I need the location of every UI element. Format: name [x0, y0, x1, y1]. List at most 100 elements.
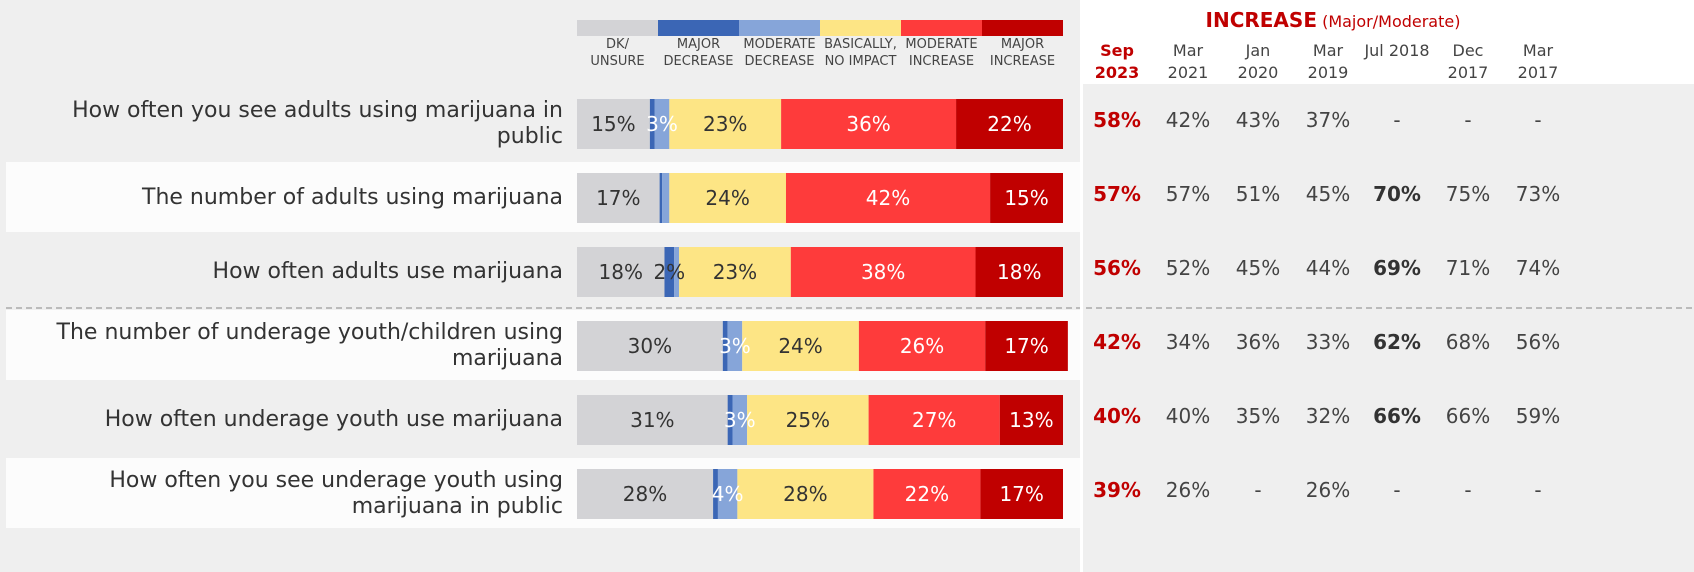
bar-segment: [747, 395, 869, 445]
bar-segment: [717, 469, 738, 519]
bar-segment: [722, 321, 728, 371]
bar-segment: [785, 173, 991, 223]
legend-label: BASICALLY, NO IMPACT: [824, 37, 897, 69]
bar-segment: [868, 395, 1000, 445]
bar-segment: [990, 173, 1063, 223]
bar-segment: [742, 321, 859, 371]
row-label: The number of adults using marijuana: [142, 185, 563, 210]
bar-segment: [790, 247, 976, 297]
row-label: The number of underage youth/children us…: [56, 320, 563, 371]
bar-segment: [732, 395, 748, 445]
row-label: How often you see underage youth using m…: [109, 468, 563, 519]
table-cell: 56%: [1515, 330, 1561, 354]
bar-segment: [662, 173, 670, 223]
table-cell: 66%: [1445, 404, 1491, 428]
bar-segment: [679, 247, 791, 297]
table-cell: 68%: [1445, 330, 1491, 354]
row-label: How often adults use marijuana: [212, 259, 563, 284]
table-cell: 44%: [1305, 256, 1351, 280]
value-label: 3%: [719, 334, 751, 358]
bar-segment: [727, 321, 743, 371]
table-cell: 42%: [1165, 108, 1211, 132]
value-label: 15%: [591, 112, 636, 136]
value-label: 18%: [997, 260, 1042, 284]
value-label: 3%: [723, 408, 756, 432]
bar-segment: [999, 395, 1063, 445]
value-label: 17%: [596, 186, 641, 210]
table-cell: 57%: [1165, 182, 1211, 206]
table-cell: 51%: [1235, 182, 1281, 206]
table-cell: 34%: [1165, 330, 1211, 354]
legend-swatch: [901, 20, 982, 36]
table-cell: 45%: [1305, 182, 1351, 206]
value-label: 38%: [860, 260, 906, 284]
table-cell: 32%: [1305, 404, 1351, 428]
value-label: 31%: [630, 408, 675, 432]
table-cell: 73%: [1515, 182, 1561, 206]
value-label: 30%: [627, 334, 673, 358]
bar-segment: [577, 99, 650, 149]
legend-swatch: [739, 20, 820, 36]
table-cell: 45%: [1235, 256, 1281, 280]
table-cell: 39%: [1093, 478, 1141, 502]
table-cell: -: [1534, 478, 1542, 502]
value-label: 28%: [622, 482, 668, 506]
table-cell: 42%: [1093, 330, 1141, 354]
table-cell: 70%: [1373, 182, 1421, 206]
bar-segment: [980, 469, 1063, 519]
value-label: 18%: [598, 260, 643, 284]
table-cell: 36%: [1235, 330, 1281, 354]
column-header: Mar 2021: [1167, 41, 1209, 82]
table-cell: 75%: [1445, 182, 1491, 206]
bar-segment: [873, 469, 981, 519]
table-cell: 26%: [1165, 478, 1211, 502]
table-cell: 58%: [1093, 108, 1141, 132]
table-cell: 66%: [1373, 404, 1421, 428]
legend-swatch: [577, 20, 658, 36]
value-label: 26%: [899, 334, 945, 358]
table-cell: 26%: [1305, 478, 1351, 502]
table-cell: -: [1393, 478, 1401, 502]
column-header: Mar 2019: [1307, 41, 1349, 82]
value-label: 13%: [1009, 408, 1054, 432]
legend-label: MODERATE DECREASE: [743, 37, 816, 69]
value-label: 22%: [987, 112, 1032, 136]
bar-segment: [674, 247, 680, 297]
table-cell: 59%: [1515, 404, 1561, 428]
table-cell: 52%: [1165, 256, 1211, 280]
table-cell: 56%: [1093, 256, 1141, 280]
bar-segment: [781, 99, 957, 149]
column-header: Jan 2020: [1237, 41, 1279, 82]
bar-segment: [737, 469, 874, 519]
value-label: 2%: [653, 260, 686, 284]
table-cell: -: [1464, 108, 1472, 132]
legend-label: MODERATE INCREASE: [905, 37, 978, 69]
table-heading: INCREASE (Major/Moderate): [1083, 8, 1583, 32]
bar-segment: [654, 99, 670, 149]
bar-segment: [975, 247, 1063, 297]
value-label: 3%: [646, 112, 678, 136]
column-header: Dec 2017: [1447, 41, 1489, 82]
value-label: 4%: [711, 482, 744, 506]
value-label: 36%: [846, 112, 891, 136]
table-header-bg: [1083, 0, 1694, 84]
legend-swatch: [982, 20, 1063, 36]
bar-segment: [858, 321, 986, 371]
value-label: 23%: [702, 112, 748, 136]
legend-swatch: [820, 20, 901, 36]
value-label: 24%: [778, 334, 823, 358]
bar-segment: [577, 247, 665, 297]
legend-label: DK/ UNSURE: [590, 37, 645, 69]
table-cell: 37%: [1305, 108, 1351, 132]
bar-segment: [956, 99, 1063, 149]
table-cell: 62%: [1373, 330, 1421, 354]
value-label: 28%: [783, 482, 828, 506]
value-label: 27%: [911, 408, 957, 432]
bar-segment: [664, 247, 675, 297]
table-cell: 57%: [1093, 182, 1141, 206]
bar-segment: [577, 173, 660, 223]
table-cell: -: [1393, 108, 1401, 132]
row-label: How often underage youth use marijuana: [104, 407, 563, 432]
legend-label: MAJOR DECREASE: [663, 37, 734, 69]
value-label: 17%: [999, 482, 1044, 506]
